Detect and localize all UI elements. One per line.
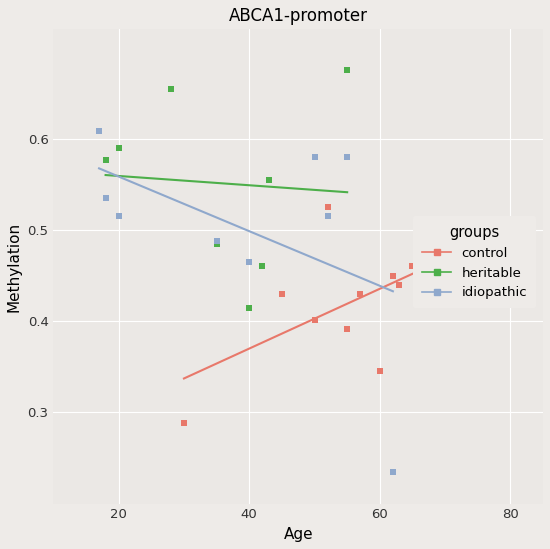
Point bbox=[343, 66, 351, 75]
Point bbox=[278, 289, 287, 298]
Point bbox=[408, 262, 417, 271]
Point bbox=[343, 153, 351, 161]
Point bbox=[95, 127, 103, 136]
Point bbox=[114, 212, 123, 221]
Point bbox=[343, 325, 351, 334]
Point bbox=[167, 84, 175, 93]
Point bbox=[493, 235, 502, 244]
Y-axis label: Methylation: Methylation bbox=[7, 221, 22, 311]
Point bbox=[245, 257, 254, 266]
Point bbox=[212, 239, 221, 248]
Point bbox=[101, 194, 110, 203]
Point bbox=[323, 212, 332, 221]
Point bbox=[114, 143, 123, 152]
Point bbox=[388, 467, 397, 476]
Point bbox=[265, 175, 273, 184]
Title: ABCA1-promoter: ABCA1-promoter bbox=[229, 7, 368, 25]
Point bbox=[323, 203, 332, 211]
X-axis label: Age: Age bbox=[283, 527, 313, 542]
Point bbox=[395, 281, 404, 289]
Point bbox=[245, 303, 254, 312]
Point bbox=[212, 237, 221, 245]
Point bbox=[258, 262, 267, 271]
Point bbox=[310, 316, 319, 324]
Point bbox=[376, 367, 384, 376]
Point bbox=[310, 153, 319, 161]
Legend: control, heritable, idiopathic: control, heritable, idiopathic bbox=[413, 216, 536, 309]
Point bbox=[388, 271, 397, 280]
Point bbox=[179, 419, 188, 428]
Point bbox=[101, 155, 110, 164]
Point bbox=[356, 289, 365, 298]
